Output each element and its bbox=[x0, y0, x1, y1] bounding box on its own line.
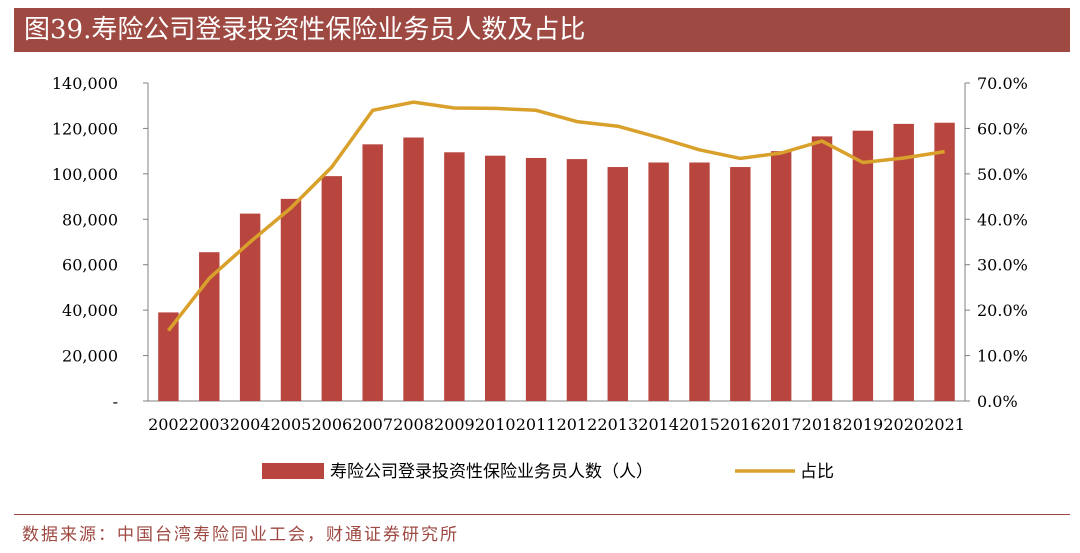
bar-2019 bbox=[852, 130, 874, 401]
chart-title: 图39.寿险公司登录投资性保险业务员人数及占比 bbox=[14, 8, 1070, 52]
y-left-tick-label: 100,000 bbox=[52, 165, 118, 184]
y-left-tick-label: 40,000 bbox=[62, 301, 118, 320]
x-tick-label: 2010 bbox=[475, 415, 516, 434]
source-note: 数据来源：中国台湾寿险同业工会，财通证券研究所 bbox=[22, 525, 459, 545]
y-right-tick-label: 50.0% bbox=[977, 165, 1028, 184]
y-left-tick-label: - bbox=[113, 392, 118, 411]
bar-2021 bbox=[934, 122, 955, 401]
x-tick-label: 2006 bbox=[311, 415, 352, 434]
x-tick-label: 2011 bbox=[516, 415, 557, 434]
bar-2010 bbox=[485, 155, 506, 401]
bar-2009 bbox=[444, 152, 465, 401]
y-right-tick-label: 70.0% bbox=[977, 74, 1028, 93]
legend-label-bars: 寿险公司登录投资性保险业务员人数（人） bbox=[330, 462, 653, 482]
x-tick-label: 2009 bbox=[434, 415, 475, 434]
y-right-tick-label: 0.0% bbox=[977, 392, 1018, 411]
y-right-tick-label: 30.0% bbox=[977, 256, 1028, 275]
bar-2013 bbox=[607, 167, 628, 401]
x-tick-label: 2014 bbox=[638, 415, 679, 434]
y-right-tick-label: 20.0% bbox=[977, 301, 1028, 320]
x-tick-label: 2004 bbox=[230, 415, 271, 434]
x-tick-label: 2008 bbox=[393, 415, 434, 434]
bar-2006 bbox=[321, 176, 343, 401]
y-left-tick-label: 120,000 bbox=[52, 119, 118, 138]
line-series-share bbox=[167, 100, 945, 332]
bar-2014 bbox=[648, 162, 669, 401]
x-tick-label: 2002 bbox=[148, 415, 189, 434]
source-divider bbox=[14, 514, 1070, 515]
y-left-tick-label: 60,000 bbox=[62, 256, 118, 275]
x-tick-label: 2021 bbox=[924, 415, 965, 434]
bar-2008 bbox=[403, 137, 424, 401]
x-tick-label: 2005 bbox=[271, 415, 312, 434]
y-left-tick-label: 20,000 bbox=[62, 347, 118, 366]
x-tick-label: 2015 bbox=[679, 415, 720, 434]
y-left-tick-label: 140,000 bbox=[52, 74, 118, 93]
bar-2012 bbox=[566, 159, 588, 401]
y-left-tick-label: 80,000 bbox=[62, 210, 118, 229]
bar-2002 bbox=[158, 312, 179, 401]
y-right-tick-label: 40.0% bbox=[977, 210, 1028, 229]
y-right-tick-label: 10.0% bbox=[977, 347, 1028, 366]
combo-chart: - 20,000 40,000 60,000 80,000 100,000 120,000 1… bbox=[52, 74, 1028, 482]
bar-2004 bbox=[239, 213, 261, 401]
bar-2003 bbox=[199, 252, 220, 401]
bar-2011 bbox=[525, 157, 547, 401]
x-tick-label: 2003 bbox=[189, 415, 230, 434]
x-tick-label: 2016 bbox=[720, 415, 761, 434]
x-tick-label: 2017 bbox=[761, 415, 802, 434]
x-tick-label: 2012 bbox=[557, 415, 598, 434]
legend-label-line: 占比 bbox=[800, 462, 834, 482]
x-tick-label: 2018 bbox=[802, 415, 843, 434]
bar-2020 bbox=[893, 123, 914, 401]
x-tick-label: 2013 bbox=[597, 415, 638, 434]
bar-2018 bbox=[811, 136, 833, 401]
legend-swatch-bars bbox=[262, 463, 324, 479]
y-right-tick-label: 60.0% bbox=[977, 119, 1028, 138]
chart-area: - 20,000 40,000 60,000 80,000 100,000 120,000 1… bbox=[0, 56, 1080, 496]
bar-2016 bbox=[730, 167, 751, 401]
bar-2007 bbox=[362, 144, 383, 401]
x-tick-label: 2007 bbox=[352, 415, 393, 434]
x-tick-label: 2019 bbox=[843, 415, 884, 434]
x-tick-label: 2020 bbox=[883, 415, 924, 434]
bar-2015 bbox=[689, 162, 710, 401]
bar-2005 bbox=[280, 198, 302, 401]
bar-2017 bbox=[770, 151, 792, 401]
